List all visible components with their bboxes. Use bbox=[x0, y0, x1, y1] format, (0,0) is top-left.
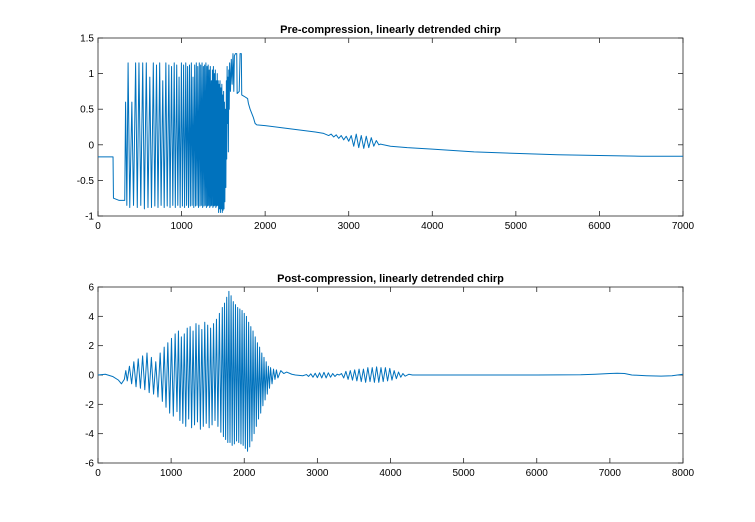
x-tick-label: 2000 bbox=[254, 221, 277, 232]
y-tick-label: -2 bbox=[85, 400, 94, 411]
y-tick-label: 2 bbox=[88, 341, 94, 352]
subplot-pre-compression: Pre-compression, linearly detrended chir… bbox=[77, 24, 695, 232]
x-tick-label: 4000 bbox=[421, 221, 444, 232]
y-tick-label: 0 bbox=[88, 140, 94, 151]
subplot-post-compression: Post-compression, linearly detrended chi… bbox=[85, 273, 694, 479]
y-tick-label: 0.5 bbox=[80, 105, 94, 116]
y-ticks-1: -1 -0.5 0 0.5 1 1.5 bbox=[77, 34, 683, 223]
y-ticks-2: -6 -4 -2 0 2 4 6 bbox=[85, 283, 683, 470]
y-tick-label: 6 bbox=[88, 283, 94, 294]
x-tick-label: 3000 bbox=[306, 468, 329, 479]
y-tick-label: -4 bbox=[85, 429, 94, 440]
y-tick-label: 0 bbox=[88, 371, 94, 382]
x-tick-label: 8000 bbox=[672, 468, 695, 479]
y-tick-label: 1.5 bbox=[80, 34, 94, 45]
x-tick-label: 5000 bbox=[505, 221, 528, 232]
y-tick-label: 4 bbox=[88, 312, 94, 323]
x-tick-label: 5000 bbox=[453, 468, 476, 479]
y-tick-label: 1 bbox=[88, 69, 94, 80]
x-tick-label: 0 bbox=[95, 221, 101, 232]
y-tick-label: -1 bbox=[85, 212, 94, 223]
x-tick-label: 6000 bbox=[526, 468, 549, 479]
x-tick-label: 7000 bbox=[672, 221, 695, 232]
x-tick-label: 0 bbox=[95, 468, 101, 479]
chart-title-1: Pre-compression, linearly detrended chir… bbox=[280, 24, 501, 36]
x-tick-label: 2000 bbox=[233, 468, 256, 479]
x-tick-label: 7000 bbox=[599, 468, 622, 479]
x-tick-label: 3000 bbox=[338, 221, 361, 232]
x-tick-label: 1000 bbox=[160, 468, 183, 479]
series-line-2 bbox=[97, 290, 684, 452]
series-line-1 bbox=[98, 53, 683, 213]
y-tick-label: -0.5 bbox=[77, 176, 95, 187]
x-ticks-1: 0 1000 2000 3000 4000 5000 6000 7000 bbox=[95, 38, 695, 232]
x-tick-label: 6000 bbox=[588, 221, 611, 232]
x-tick-label: 1000 bbox=[170, 221, 193, 232]
y-tick-label: -6 bbox=[85, 459, 94, 470]
x-ticks-2: 0 1000 2000 3000 4000 5000 6000 7000 8000 bbox=[95, 287, 695, 479]
chart-title-2: Post-compression, linearly detrended chi… bbox=[277, 273, 504, 285]
x-tick-label: 4000 bbox=[379, 468, 402, 479]
